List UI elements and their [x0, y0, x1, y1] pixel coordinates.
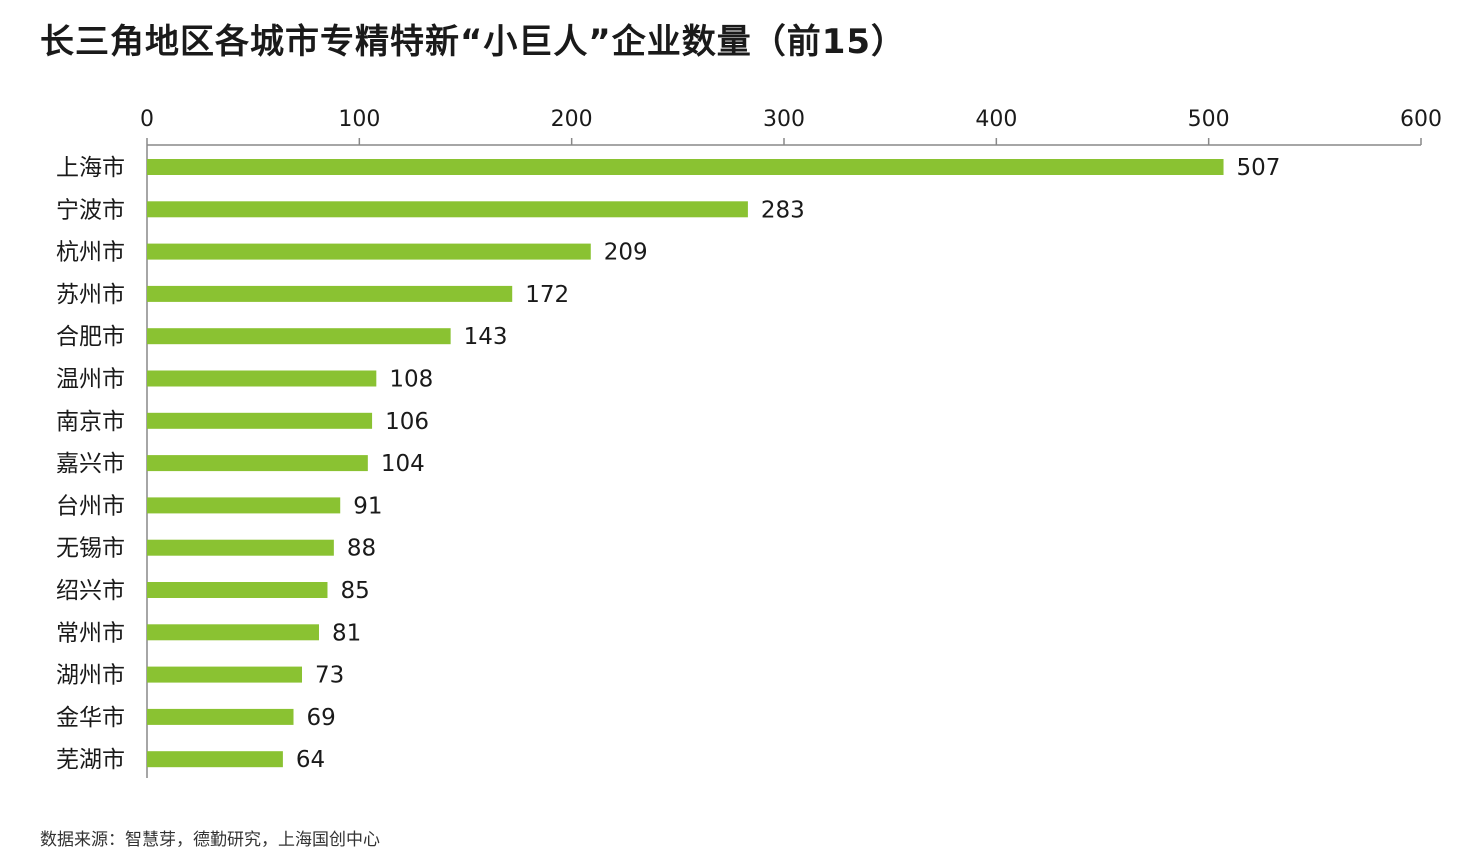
data-label: 85: [340, 578, 369, 604]
data-label: 283: [761, 197, 805, 223]
bar: [147, 243, 591, 260]
data-label: 104: [381, 451, 425, 477]
category-label: 上海市: [56, 155, 125, 181]
data-label: 73: [315, 663, 344, 689]
x-tick-label: 300: [763, 107, 805, 132]
data-label: 69: [307, 705, 336, 731]
bar: [147, 201, 748, 218]
data-label: 209: [604, 240, 648, 266]
bar: [147, 624, 319, 641]
category-label: 南京市: [56, 409, 125, 435]
data-label: 172: [525, 282, 569, 308]
bar: [147, 751, 283, 768]
data-label: 88: [347, 536, 376, 562]
category-label: 苏州市: [56, 282, 125, 308]
category-label: 杭州市: [56, 240, 125, 266]
bar: [147, 328, 451, 345]
bar: [147, 539, 334, 556]
category-label: 芜湖市: [56, 747, 125, 773]
data-label: 143: [464, 324, 508, 350]
bar: [147, 666, 303, 683]
bar: [147, 455, 368, 472]
chart-title: 长三角地区各城市专精特新“小巨人”企业数量（前15）: [40, 22, 907, 62]
bar: [147, 708, 294, 725]
category-label: 合肥市: [56, 324, 125, 350]
x-tick-label: 200: [551, 107, 593, 132]
data-label: 64: [296, 747, 325, 773]
category-label: 无锡市: [56, 536, 125, 562]
data-label: 106: [385, 409, 429, 435]
bar: [147, 159, 1224, 175]
source-note: 数据来源：智慧芽，德勤研究，上海国创中心: [40, 830, 380, 850]
category-label: 绍兴市: [56, 578, 125, 604]
bar: [147, 412, 373, 429]
x-tick-label: 500: [1188, 107, 1230, 132]
bar: [147, 285, 513, 302]
x-tick-label: 0: [140, 107, 154, 132]
category-label: 金华市: [56, 705, 125, 731]
data-label: 507: [1237, 155, 1281, 181]
bar: [147, 370, 377, 387]
bar: [147, 582, 328, 598]
data-label: 91: [353, 493, 382, 519]
category-label: 台州市: [56, 493, 125, 519]
data-label: 81: [332, 620, 361, 646]
bar: [147, 497, 341, 514]
x-tick-label: 100: [338, 107, 380, 132]
category-label: 宁波市: [56, 197, 125, 223]
x-tick-label: 400: [975, 107, 1017, 132]
category-label: 湖州市: [56, 663, 125, 689]
category-label: 温州市: [56, 367, 125, 393]
x-tick-label: 600: [1400, 107, 1442, 132]
data-label: 108: [389, 367, 433, 393]
category-label: 嘉兴市: [56, 451, 125, 477]
category-label: 常州市: [56, 620, 125, 646]
